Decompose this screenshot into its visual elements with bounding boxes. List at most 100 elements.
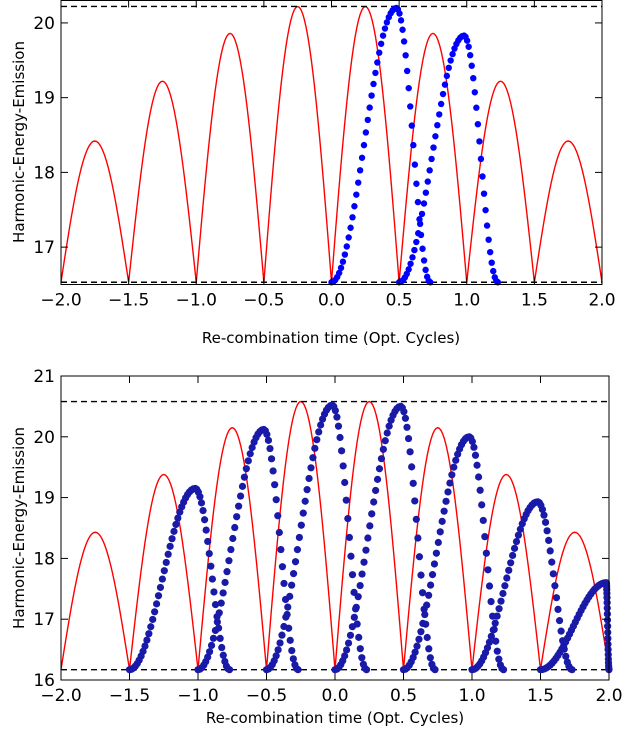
- x-tick-label: 1.0: [453, 291, 480, 311]
- y-tick-label: 17: [33, 238, 55, 258]
- x-axis-label: Re-combination time (Opt. Cycles): [202, 329, 460, 347]
- plot-area: [60, 400, 613, 674]
- data-point: [286, 592, 294, 600]
- data-point: [335, 269, 343, 277]
- data-point: [494, 279, 502, 286]
- plot-area: [60, 4, 603, 286]
- data-point: [211, 600, 220, 609]
- data-point: [413, 180, 420, 187]
- data-point: [231, 523, 239, 532]
- data-point: [344, 639, 353, 647]
- data-point: [546, 547, 554, 555]
- data-point: [397, 17, 405, 24]
- data-point: [345, 533, 353, 542]
- data-point: [278, 563, 287, 571]
- data-point: [418, 210, 426, 218]
- data-point: [417, 571, 425, 579]
- x-tick-label: −1.5: [108, 291, 149, 311]
- data-point: [411, 246, 418, 254]
- x-tick-label: −0.5: [243, 291, 284, 311]
- data-point: [352, 603, 360, 611]
- data-point: [229, 534, 237, 543]
- data-point: [423, 601, 431, 609]
- data-point: [471, 451, 480, 459]
- data-point: [419, 245, 426, 252]
- data-point: [227, 545, 235, 554]
- data-point: [210, 588, 218, 596]
- data-point: [358, 154, 366, 161]
- data-point: [362, 129, 370, 136]
- data-point: [362, 666, 371, 674]
- data-point: [505, 566, 513, 574]
- data-point: [379, 32, 387, 39]
- data-point: [354, 593, 362, 601]
- data-point: [540, 511, 548, 519]
- data-point: [412, 515, 420, 523]
- data-point: [309, 454, 317, 462]
- x-tick-label: 0.5: [386, 291, 413, 311]
- data-point: [411, 161, 419, 168]
- data-point: [468, 62, 475, 69]
- data-point: [409, 254, 416, 261]
- y-tick-label: 18: [33, 549, 55, 569]
- data-point: [303, 486, 311, 494]
- data-point: [487, 597, 495, 606]
- data-point: [430, 560, 439, 568]
- data-point: [158, 575, 166, 583]
- data-point: [403, 423, 411, 431]
- data-point: [366, 522, 374, 530]
- data-point: [272, 496, 280, 504]
- data-point: [284, 603, 292, 611]
- data-point: [372, 69, 379, 77]
- data-point: [147, 623, 155, 631]
- data-point: [441, 81, 449, 88]
- data-point: [413, 642, 421, 650]
- data-point: [355, 633, 363, 641]
- data-point: [364, 116, 371, 124]
- data-point: [482, 206, 489, 214]
- data-point: [503, 574, 511, 582]
- data-point: [343, 646, 351, 654]
- data-point: [426, 654, 434, 662]
- y-axis-label: Harmonic-Energy-Emission: [10, 427, 28, 629]
- data-point: [420, 257, 428, 264]
- data-point: [415, 230, 422, 237]
- data-point: [470, 443, 478, 451]
- data-point: [482, 549, 490, 557]
- data-point: [421, 610, 429, 619]
- data-point: [476, 486, 484, 494]
- data-point: [263, 430, 271, 438]
- data-point: [348, 623, 357, 631]
- data-point: [434, 538, 442, 547]
- data-point: [277, 545, 285, 554]
- data-point: [286, 636, 294, 644]
- data-point: [401, 414, 410, 422]
- data-point: [381, 25, 389, 32]
- data-point: [172, 520, 180, 529]
- data-point: [425, 591, 433, 599]
- data-point: [410, 141, 417, 149]
- x-tick-label: −2.0: [40, 686, 81, 706]
- data-point: [432, 549, 440, 557]
- data-point: [485, 638, 494, 646]
- data-point: [213, 618, 221, 626]
- x-tick-label: −0.5: [246, 686, 287, 706]
- data-point: [439, 90, 447, 98]
- data-point: [486, 248, 494, 256]
- data-point: [404, 434, 413, 443]
- data-point: [174, 514, 182, 522]
- data-point: [294, 666, 302, 674]
- data-point: [291, 558, 300, 566]
- data-point: [604, 634, 612, 643]
- data-point: [353, 191, 360, 198]
- data-point: [604, 628, 612, 636]
- y-axis-label: Harmonic-Energy-Emission: [10, 41, 28, 243]
- data-point: [362, 546, 370, 554]
- data-point: [452, 456, 460, 464]
- data-point: [465, 43, 472, 50]
- data-point: [481, 533, 489, 541]
- data-point: [370, 498, 378, 506]
- data-point: [447, 57, 454, 64]
- data-point: [430, 144, 437, 151]
